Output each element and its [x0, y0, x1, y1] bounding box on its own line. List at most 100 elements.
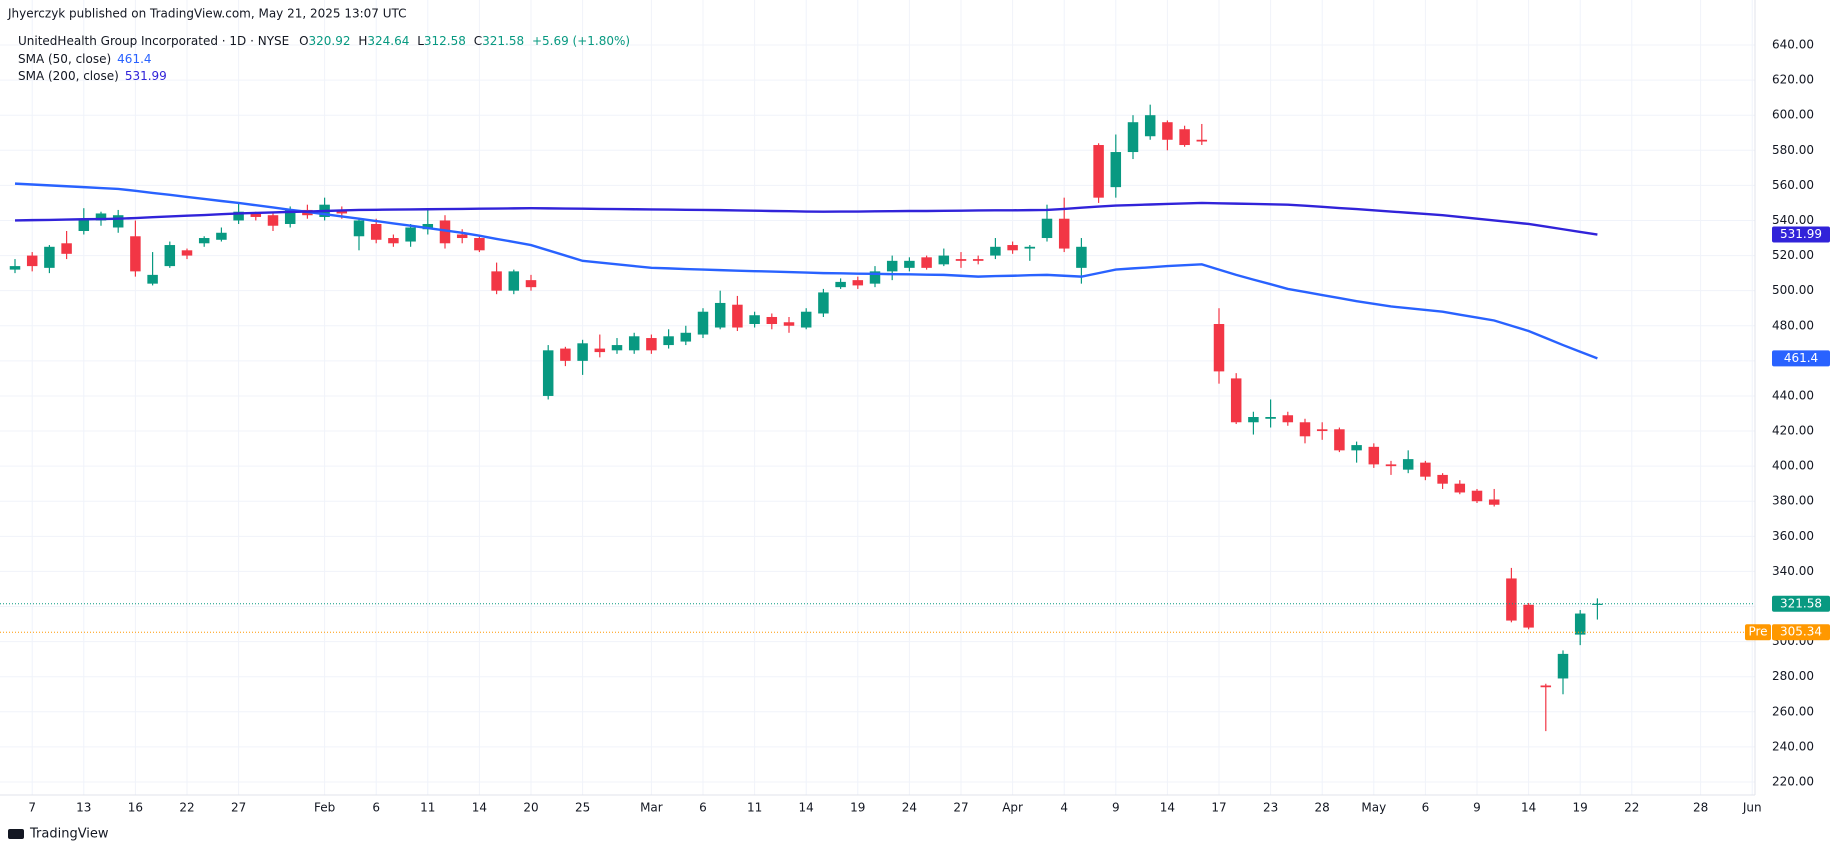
- x-tick-label: 17: [1211, 801, 1226, 815]
- candle-body: [474, 238, 485, 251]
- marks: [0, 104, 1755, 732]
- ohlc-value: 312.58: [424, 34, 466, 48]
- axes: 220.00240.00260.00280.00300.00320.00340.…: [0, 0, 1830, 815]
- candle-body: [26, 255, 38, 267]
- y-tick-label: 400.00: [1772, 459, 1814, 473]
- candle-body: [422, 223, 434, 230]
- candle-body: [284, 209, 296, 224]
- candle-body: [1557, 653, 1569, 679]
- y-tick-label: 560.00: [1772, 178, 1814, 192]
- candle-body: [1196, 139, 1208, 142]
- candle-body: [1488, 499, 1500, 505]
- published-note: Jhyerczyk published on TradingView.com, …: [7, 7, 407, 21]
- x-tick-label: 14: [1160, 801, 1175, 815]
- ohlc-letter: H: [358, 34, 367, 48]
- x-tick-label: 20: [523, 801, 538, 815]
- candle-body: [1058, 218, 1070, 249]
- y-tick-label: 260.00: [1772, 704, 1814, 718]
- candle-body: [1402, 459, 1414, 470]
- x-tick-label: Feb: [314, 801, 335, 815]
- candle-body: [990, 246, 1001, 256]
- price-tag: [1772, 624, 1830, 641]
- candle-body: [1179, 129, 1190, 146]
- candle-body: [1248, 417, 1259, 423]
- pre-tag: [1745, 624, 1771, 641]
- candle-body: [1299, 422, 1311, 437]
- candle-body: [818, 292, 829, 314]
- candle-body: [1007, 245, 1018, 251]
- x-tick-label: 11: [747, 801, 762, 815]
- ohlc-letter: L: [417, 34, 424, 48]
- y-tick-label: 220.00: [1772, 775, 1814, 789]
- candle-body: [216, 232, 227, 240]
- candle-body: [95, 213, 107, 221]
- y-tick-label: 360.00: [1772, 529, 1814, 543]
- x-tick-label: 28: [1315, 801, 1330, 815]
- candle-body: [130, 236, 141, 272]
- candle-body: [1385, 464, 1397, 467]
- candle-body: [1454, 483, 1466, 493]
- y-tick-label: 280.00: [1772, 669, 1814, 683]
- price-tag-label: 321.58: [1780, 596, 1822, 610]
- x-tick-label: 9: [1473, 801, 1481, 815]
- x-tick-label: 7: [28, 801, 36, 815]
- candle-body: [611, 345, 623, 351]
- y-tick-label: 580.00: [1772, 143, 1814, 157]
- candle-body: [250, 213, 262, 217]
- candle-body: [663, 336, 674, 346]
- ohlc-letter: C: [474, 34, 482, 48]
- candle-body: [714, 302, 726, 328]
- candle-body: [1437, 474, 1448, 484]
- candle-body: [1041, 218, 1053, 239]
- candle-body: [1368, 446, 1380, 465]
- price-tag: [1772, 595, 1830, 612]
- candle-body: [1420, 462, 1431, 477]
- candle-body: [525, 280, 537, 288]
- candle-body: [353, 220, 365, 237]
- x-tick-label: 27: [231, 801, 246, 815]
- candle-body: [1127, 122, 1139, 153]
- x-tick-label: 14: [472, 801, 487, 815]
- candle-body: [147, 274, 158, 284]
- candle-body: [783, 322, 795, 326]
- candle-body: [1506, 578, 1517, 621]
- footer-text: TradingView: [29, 827, 109, 842]
- candle-body: [1110, 152, 1122, 188]
- y-tick-label: 520.00: [1772, 248, 1814, 262]
- x-tick-label: 13: [76, 801, 91, 815]
- legend-sma: SMA (50, close) 461.4: [18, 52, 152, 66]
- price-tag-label: 461.4: [1784, 351, 1818, 365]
- ohlc-letter: O: [299, 34, 308, 48]
- candle-body: [1471, 490, 1483, 502]
- candle-body: [594, 348, 606, 353]
- candle-body: [1592, 603, 1603, 605]
- candle-body: [198, 238, 210, 244]
- candle-body: [181, 250, 193, 256]
- y-tick-label: 600.00: [1772, 108, 1814, 122]
- footer-logo: TradingView: [8, 827, 109, 842]
- x-tick-label: 6: [699, 801, 707, 815]
- sma-name: SMA (200, close): [18, 69, 119, 83]
- candle-body: [1523, 604, 1534, 628]
- x-tick-label: 16: [128, 801, 143, 815]
- x-tick-label: 24: [902, 801, 917, 815]
- candle-body: [560, 348, 571, 361]
- x-tick-label: 19: [1573, 801, 1588, 815]
- x-tick-label: 28: [1693, 801, 1708, 815]
- x-tick-label: 23: [1263, 801, 1278, 815]
- legend-main: UnitedHealth Group Incorporated · 1D · N…: [18, 34, 630, 48]
- candle-body: [336, 209, 348, 214]
- candle-body: [267, 215, 279, 226]
- sma-value: 461.4: [117, 52, 151, 66]
- x-tick-label: 9: [1112, 801, 1120, 815]
- x-tick-label: 14: [1521, 801, 1536, 815]
- candle-body: [1093, 145, 1104, 198]
- candle-body: [1540, 685, 1552, 688]
- grid: [0, 0, 1755, 795]
- candle-body: [1282, 415, 1294, 423]
- x-tick-label: 25: [575, 801, 590, 815]
- candle-body: [164, 245, 176, 267]
- ohlc-value: 324.64: [367, 34, 409, 48]
